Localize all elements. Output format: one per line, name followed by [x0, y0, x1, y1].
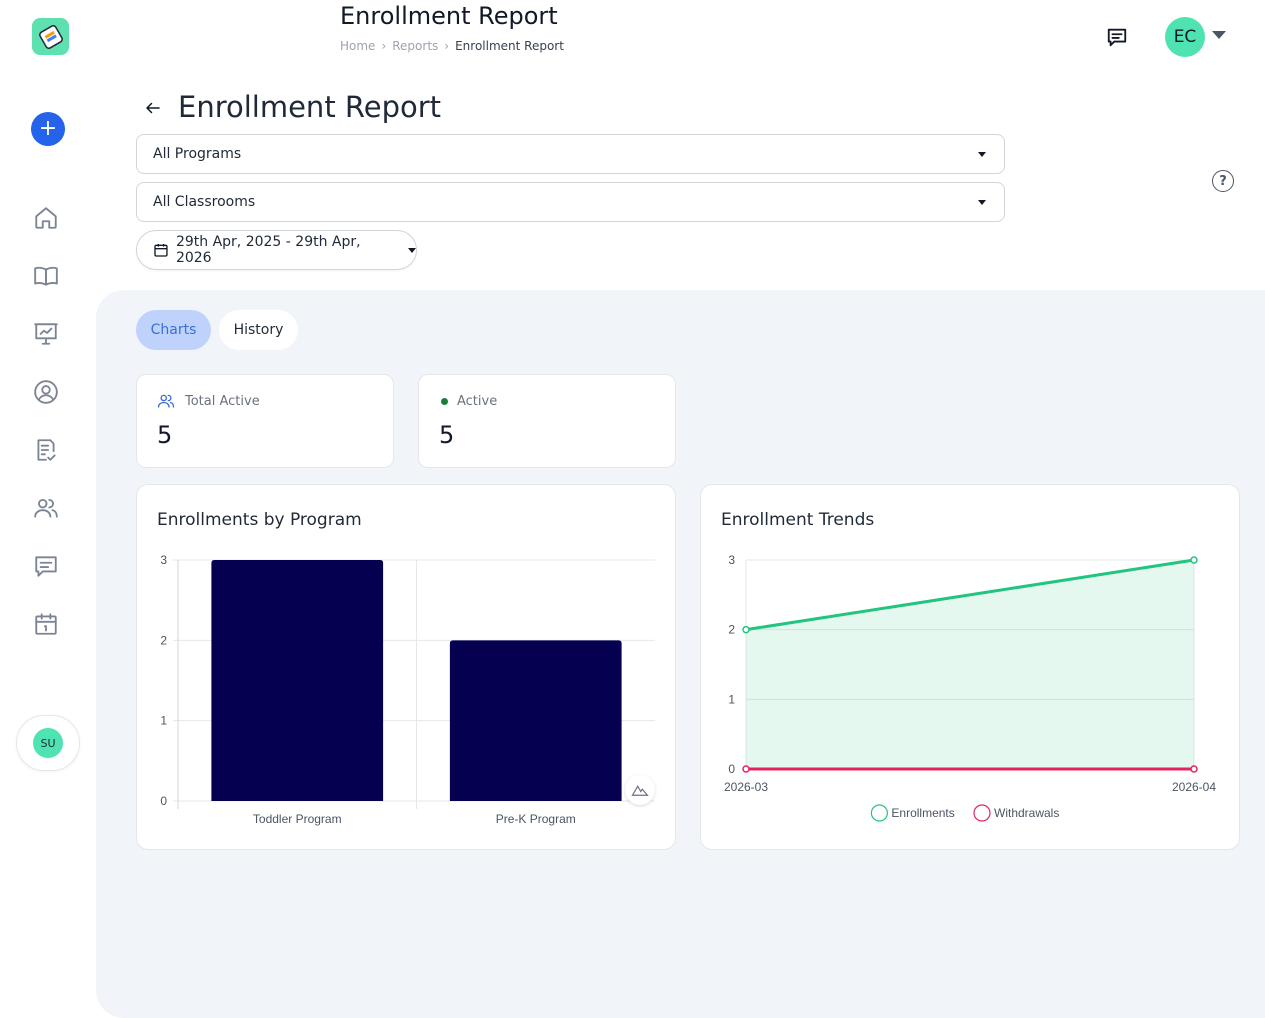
x-tick-label: Toddler Program	[253, 812, 342, 826]
chart-title: Enrollments by Program	[157, 510, 362, 530]
sidebar-item-programs[interactable]	[32, 262, 60, 290]
help-icon[interactable]: ?	[1212, 170, 1234, 192]
avatar[interactable]: EC	[1165, 17, 1205, 57]
caret-down-icon	[408, 247, 416, 253]
legend-label: Enrollments	[891, 806, 954, 820]
page-title: Enrollment Report	[178, 90, 442, 124]
messages-button[interactable]	[1104, 24, 1130, 50]
header-title: Enrollment Report	[340, 2, 558, 30]
data-point	[742, 765, 750, 773]
tab-charts[interactable]: Charts	[136, 310, 211, 350]
stat-card-active: Active 5	[418, 374, 676, 468]
legend-marker	[870, 804, 888, 822]
legend-label: Withdrawals	[994, 806, 1059, 820]
status-dot-icon	[441, 398, 448, 405]
sidebar-item-profile[interactable]	[32, 378, 60, 406]
stat-label: Total Active	[185, 394, 260, 409]
back-button[interactable]	[143, 98, 163, 118]
calendar-icon	[35, 613, 57, 635]
y-tick-label: 3	[728, 553, 735, 567]
y-tick-label: 1	[160, 714, 167, 728]
stat-value: 5	[439, 421, 455, 449]
y-tick-label: 3	[160, 553, 167, 567]
message-icon	[35, 556, 57, 577]
sidebar-item-calendar[interactable]	[32, 610, 60, 638]
user-menu-button[interactable]: SU	[16, 715, 80, 771]
y-tick-label: 2	[160, 633, 167, 647]
app-logo-icon[interactable]	[32, 18, 69, 55]
legend-marker	[973, 804, 991, 822]
stat-card-total-active: Total Active 5	[136, 374, 394, 468]
chart-card-enrollments-by-program: Enrollments by Program 0 1 2 3 Toddler Progr…	[136, 484, 676, 850]
chart-watermark-icon[interactable]	[625, 775, 655, 805]
chart-legend: Enrollments Withdrawals	[870, 804, 1059, 822]
home-icon	[35, 207, 57, 229]
breadcrumb-home[interactable]: Home	[340, 39, 376, 53]
program-select-value: All Programs	[153, 146, 242, 162]
breadcrumb-current: Enrollment Report	[455, 39, 564, 53]
breadcrumb: Home › Reports › Enrollment Report	[340, 39, 564, 53]
line-chart: 0 1 2 3 2026-03 2026-04 Enrollments Withdrawals	[724, 553, 1216, 822]
data-point	[1190, 765, 1198, 773]
sidebar-item-home[interactable]	[32, 204, 60, 232]
data-point	[1190, 556, 1198, 564]
tab-history[interactable]: History	[219, 310, 298, 350]
breadcrumb-reports[interactable]: Reports	[392, 39, 439, 53]
calendar-icon	[154, 244, 168, 257]
bar	[449, 640, 622, 801]
chevron-right-icon: ›	[381, 39, 387, 53]
users-icon	[34, 498, 58, 518]
x-tick-label: Pre-K Program	[496, 812, 576, 826]
stat-value: 5	[157, 421, 173, 449]
sidebar-item-messages[interactable]	[32, 552, 60, 580]
y-tick-label: 0	[160, 794, 167, 808]
add-button[interactable]: +	[31, 112, 65, 146]
caret-down-icon	[978, 152, 986, 157]
chart-title: Enrollment Trends	[721, 510, 875, 530]
chart-card-enrollment-trends: Enrollment Trends 0 1 2 3 2026-03 2026-04 Enro…	[700, 484, 1240, 850]
caret-down-icon	[978, 200, 986, 205]
data-point	[742, 625, 750, 634]
stat-label: Active	[457, 394, 498, 409]
users-icon	[157, 392, 177, 412]
sidebar-item-reports[interactable]	[32, 320, 60, 348]
bar-chart: 0 1 2 3 Toddler Program Pre-K Program	[160, 553, 655, 826]
presentation-chart-icon	[34, 323, 58, 345]
x-tick-label: 2026-04	[1172, 780, 1216, 794]
bar	[211, 560, 384, 801]
classroom-select[interactable]: All Classrooms	[136, 182, 1005, 222]
date-range-picker[interactable]: 29th Apr, 2025 - 29th Apr, 2026	[136, 230, 417, 270]
user-circle-icon	[34, 380, 58, 404]
series-line	[745, 558, 1195, 632]
sidebar-item-tasks[interactable]	[32, 436, 60, 464]
message-icon	[1107, 28, 1127, 47]
arrow-left-icon	[146, 102, 160, 114]
clipboard-check-icon	[37, 439, 56, 461]
user-avatar: SU	[33, 728, 63, 758]
classroom-select-value: All Classrooms	[153, 194, 256, 210]
book-icon	[34, 266, 58, 286]
chevron-right-icon: ›	[444, 39, 450, 53]
program-select[interactable]: All Programs	[136, 134, 1005, 174]
series-area	[746, 560, 1194, 769]
chevron-down-icon[interactable]	[1212, 31, 1226, 39]
date-range-value: 29th Apr, 2025 - 29th Apr, 2026	[175, 234, 361, 266]
x-tick-label: 2026-03	[724, 780, 768, 794]
y-tick-label: 2	[728, 623, 735, 637]
y-tick-label: 0	[728, 762, 735, 776]
sidebar-item-people[interactable]	[32, 494, 60, 522]
y-tick-label: 1	[728, 692, 735, 706]
